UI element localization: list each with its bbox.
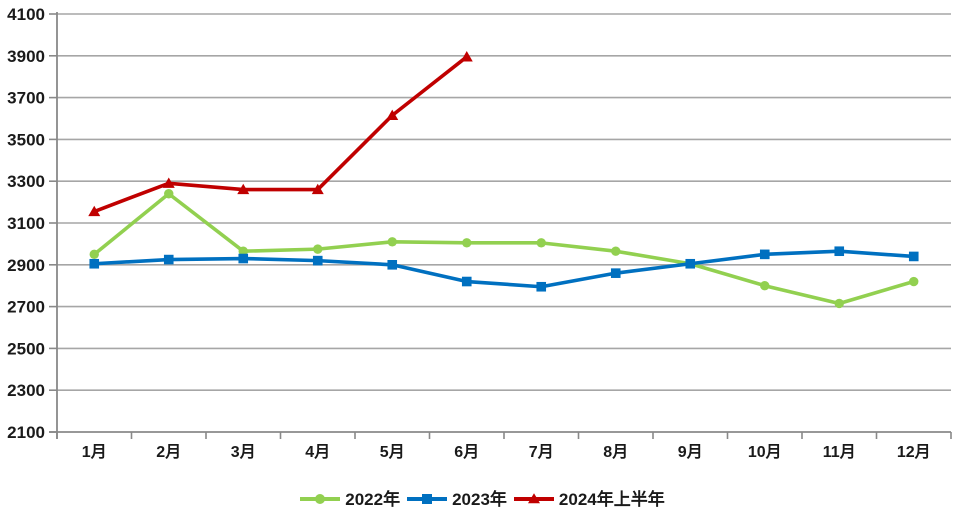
data-point-marker — [387, 260, 398, 270]
data-point-marker — [461, 276, 472, 287]
x-tick-label: 9月 — [678, 443, 703, 461]
legend-swatch-2024 — [513, 492, 554, 506]
data-point-marker — [760, 281, 770, 291]
data-point-marker — [536, 238, 546, 248]
data-point-marker — [759, 249, 770, 260]
chart-canvas: 2100 2300 2500 2700 2900 3100 3300 3500 3700 3900… — [7, 5, 952, 461]
data-point-marker — [386, 109, 399, 120]
data-point-marker — [238, 253, 249, 264]
square-marker-icon — [422, 494, 433, 504]
y-tick-label: 2700 — [7, 298, 45, 317]
triangle-marker-icon — [527, 493, 540, 504]
data-point-marker — [909, 276, 919, 287]
data-point-marker — [88, 205, 101, 217]
legend-label-2023: 2023年 — [452, 489, 507, 509]
data-point-marker — [536, 281, 547, 292]
x-tick-label: 8月 — [603, 443, 628, 461]
y-tick-label: 3100 — [7, 214, 45, 233]
legend-label-2022: 2022年 — [345, 489, 401, 509]
data-point-marker — [164, 189, 174, 199]
data-point-marker — [908, 251, 919, 262]
data-point-marker — [89, 258, 100, 269]
data-point-marker — [312, 255, 323, 266]
data-point-marker — [387, 237, 397, 247]
data-point-marker — [834, 246, 845, 257]
legend-label-2024: 2024年上半年 — [558, 489, 665, 509]
legend-item-2024: 2024年上半年 — [513, 489, 665, 509]
data-point-marker — [611, 246, 621, 256]
series-line-2023年 — [92, 249, 916, 289]
data-point-marker — [311, 183, 324, 195]
y-tick-label: 3500 — [7, 130, 45, 149]
data-point-marker — [89, 249, 99, 260]
data-point-marker — [834, 298, 844, 309]
y-tick-label: 3300 — [7, 172, 45, 191]
x-tick-label: 10月 — [748, 443, 782, 461]
legend-item-2023: 2023年 — [407, 491, 507, 508]
x-tick-label: 6月 — [454, 443, 479, 461]
series-line-2024年上半年 — [92, 55, 469, 214]
series-line-2022年 — [92, 191, 916, 306]
y-tick-label: 2500 — [7, 339, 45, 358]
x-tick-label: 2月 — [156, 443, 181, 461]
legend-item-2022: 2022年 — [300, 491, 400, 508]
data-point-marker — [313, 244, 323, 254]
x-tick-label: 12月 — [897, 443, 931, 461]
x-tick-label: 11月 — [823, 443, 856, 461]
x-tick-label: 3月 — [231, 443, 256, 461]
circle-marker-icon — [315, 494, 326, 504]
x-tick-label: 1月 — [82, 443, 107, 461]
x-tick-label: 7月 — [529, 443, 554, 461]
data-point-marker — [163, 254, 174, 265]
y-tick-label: 3900 — [7, 47, 45, 66]
data-point-marker — [460, 51, 473, 62]
chart-legend: 2022年 2023年 2024年上半年 — [0, 486, 965, 512]
y-tick-label: 2900 — [7, 256, 45, 275]
data-point-marker — [462, 238, 472, 248]
y-tick-label: 2100 — [7, 423, 45, 442]
x-tick-label: 5月 — [380, 443, 405, 461]
data-point-marker — [162, 177, 175, 188]
y-tick-label: 3700 — [7, 89, 45, 108]
legend-swatch-2022 — [300, 492, 341, 506]
y-tick-label: 4100 — [7, 5, 45, 24]
data-point-marker — [610, 268, 621, 278]
data-point-marker — [685, 258, 696, 269]
data-point-marker — [237, 183, 250, 195]
legend-swatch-2023 — [407, 492, 448, 506]
x-tick-label: 4月 — [305, 443, 330, 461]
y-tick-label: 2300 — [7, 381, 45, 400]
data-point-marker — [238, 246, 248, 256]
